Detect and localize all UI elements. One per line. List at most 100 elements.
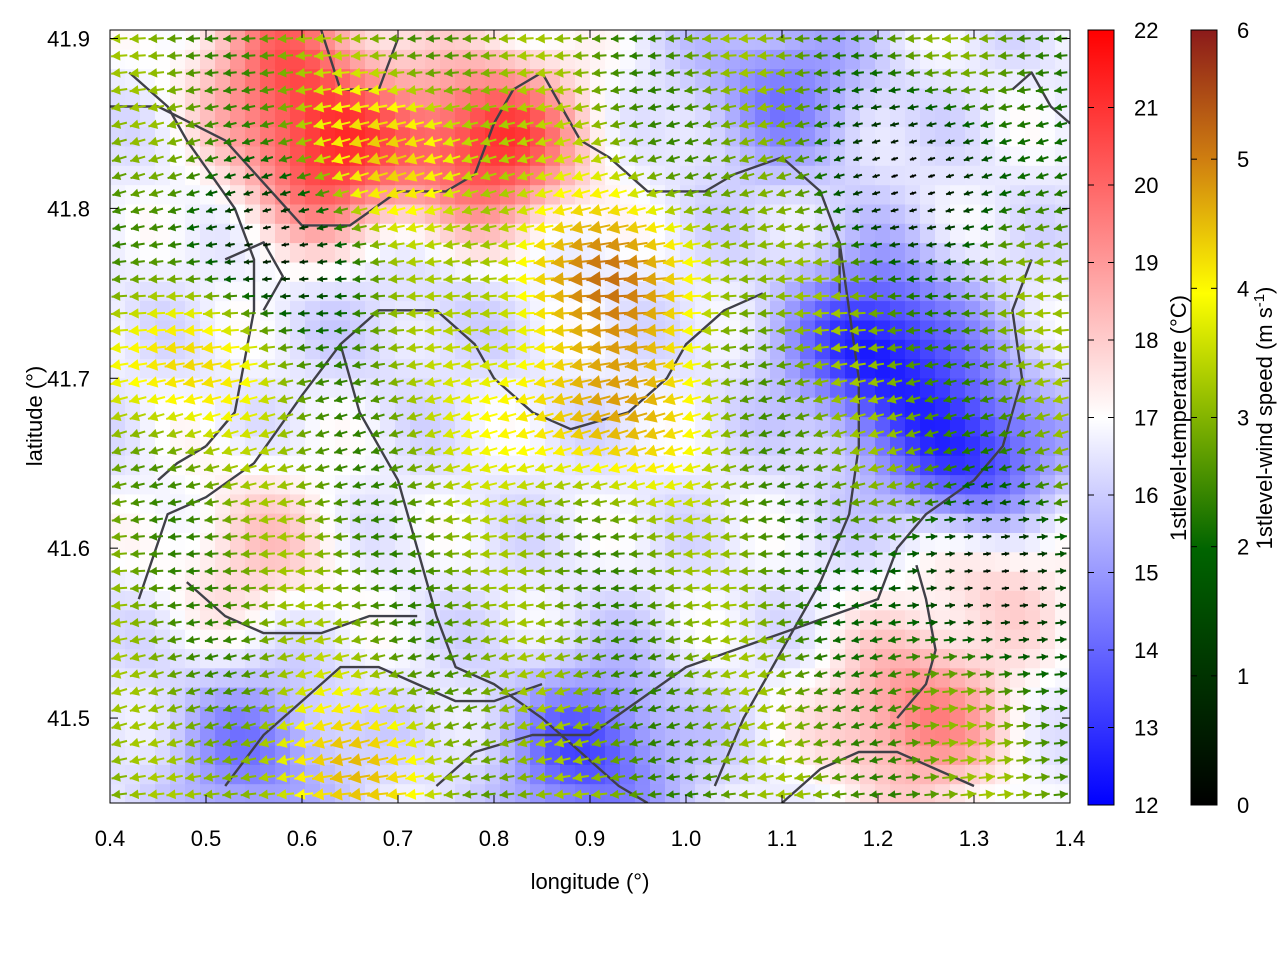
wind-arrow-head <box>111 634 121 645</box>
temperature-cell <box>365 377 381 398</box>
temperature-cell <box>635 88 651 108</box>
temperature-cell <box>155 571 171 591</box>
temperature-cell <box>575 49 591 70</box>
temperature-cell <box>1040 416 1056 437</box>
temperature-cell <box>1055 455 1070 476</box>
temperature-cell <box>785 435 801 456</box>
temperature-cell <box>305 667 321 688</box>
temperature-cell <box>695 725 711 746</box>
temperature-cell <box>800 687 816 707</box>
temperature-cell <box>725 203 741 224</box>
temperature-cell <box>260 203 276 224</box>
temperature-cell <box>380 397 396 418</box>
temperature-cell <box>590 725 606 746</box>
temperature-cell <box>1055 88 1070 108</box>
temperature-cell <box>815 339 831 360</box>
temperature-cell <box>230 551 246 572</box>
temperature-cell <box>605 629 621 649</box>
temperature-cell <box>170 49 186 70</box>
temperature-cell <box>620 513 636 533</box>
temperature-cell <box>245 667 261 688</box>
temperature-cell <box>1010 590 1026 611</box>
temperature-cell <box>155 261 171 282</box>
temperature-cell <box>635 629 651 649</box>
temperature-cell <box>140 667 156 688</box>
temperature-cell <box>215 513 231 533</box>
wind-arrow <box>111 428 128 438</box>
temperature-cell <box>485 107 501 128</box>
temperature-cell <box>950 68 966 89</box>
temperature-cell <box>290 261 306 282</box>
temperature-cell <box>140 493 156 514</box>
temperature-cell <box>785 629 801 649</box>
wind-arrow-head <box>111 291 121 301</box>
temperature-cell <box>965 667 981 688</box>
temperature-cell <box>440 609 456 630</box>
temperature-cell <box>860 648 876 669</box>
temperature-cell <box>125 145 141 166</box>
temperature-cell <box>695 783 711 803</box>
temperature-cell <box>1025 435 1041 456</box>
temperature-cell <box>785 764 801 785</box>
temperature-cell <box>275 261 291 282</box>
temperature-cell <box>560 571 576 591</box>
temperature-cell <box>605 783 621 803</box>
temperature-cell <box>590 49 606 70</box>
temperature-cell <box>620 493 636 514</box>
temperature-cell <box>290 474 306 495</box>
temperature-cell <box>245 49 261 70</box>
temperature-cell <box>935 300 951 321</box>
wind-arrow-head <box>112 188 122 198</box>
temperature-cell <box>905 416 921 437</box>
temperature-cell <box>380 88 396 108</box>
temperature-cell <box>215 145 231 166</box>
wind-arrow-head <box>112 463 122 473</box>
temperature-cell <box>365 609 381 630</box>
temperature-cell <box>1025 493 1041 514</box>
temperature-cell <box>785 107 801 128</box>
temperature-cell <box>380 609 396 630</box>
temperature-cell <box>1055 551 1070 572</box>
temperature-cell <box>935 725 951 746</box>
wind-arrow <box>111 532 127 542</box>
temperature-cell <box>545 629 561 649</box>
wind-arrow-head <box>111 136 122 146</box>
wind-arrow-head <box>129 686 140 696</box>
temperature-cell <box>860 783 876 803</box>
temperature-cell <box>920 281 936 302</box>
temperature-cell <box>380 184 396 205</box>
temperature-cell <box>245 184 261 205</box>
temperature-cell <box>860 764 876 785</box>
temperature-cell <box>755 88 771 108</box>
temperature-cell <box>635 571 651 591</box>
temperature-cell <box>995 551 1011 572</box>
temperature-cell <box>950 300 966 321</box>
temperature-cell <box>320 242 336 263</box>
temperature-cell <box>440 49 456 70</box>
temperature-cell <box>995 358 1011 379</box>
wind-arrow-head <box>129 703 140 713</box>
temperature-cell <box>305 281 321 302</box>
temperature-cell <box>1025 339 1041 360</box>
temperature-cell <box>860 242 876 263</box>
temperature-cell <box>200 203 216 224</box>
temperature-cell <box>110 242 126 263</box>
temperature-cell <box>230 590 246 611</box>
temperature-cell <box>470 783 486 803</box>
temperature-cell <box>500 30 516 50</box>
wind-arrow-head <box>111 720 122 731</box>
temperature-cell <box>635 513 651 533</box>
temperature-cell <box>590 551 606 572</box>
temperature-cell <box>200 513 216 533</box>
temperature-cell <box>905 261 921 282</box>
temperature-cell <box>950 165 966 186</box>
temperature-cell <box>155 551 171 572</box>
temperature-cell <box>230 571 246 591</box>
temperature-cell <box>935 397 951 418</box>
temperature-cell <box>290 300 306 321</box>
temperature-cell <box>755 416 771 437</box>
temperature-cell <box>710 281 726 302</box>
temperature-cell <box>1025 319 1041 340</box>
temperature-cell <box>560 648 576 669</box>
temperature-cell <box>545 165 561 186</box>
